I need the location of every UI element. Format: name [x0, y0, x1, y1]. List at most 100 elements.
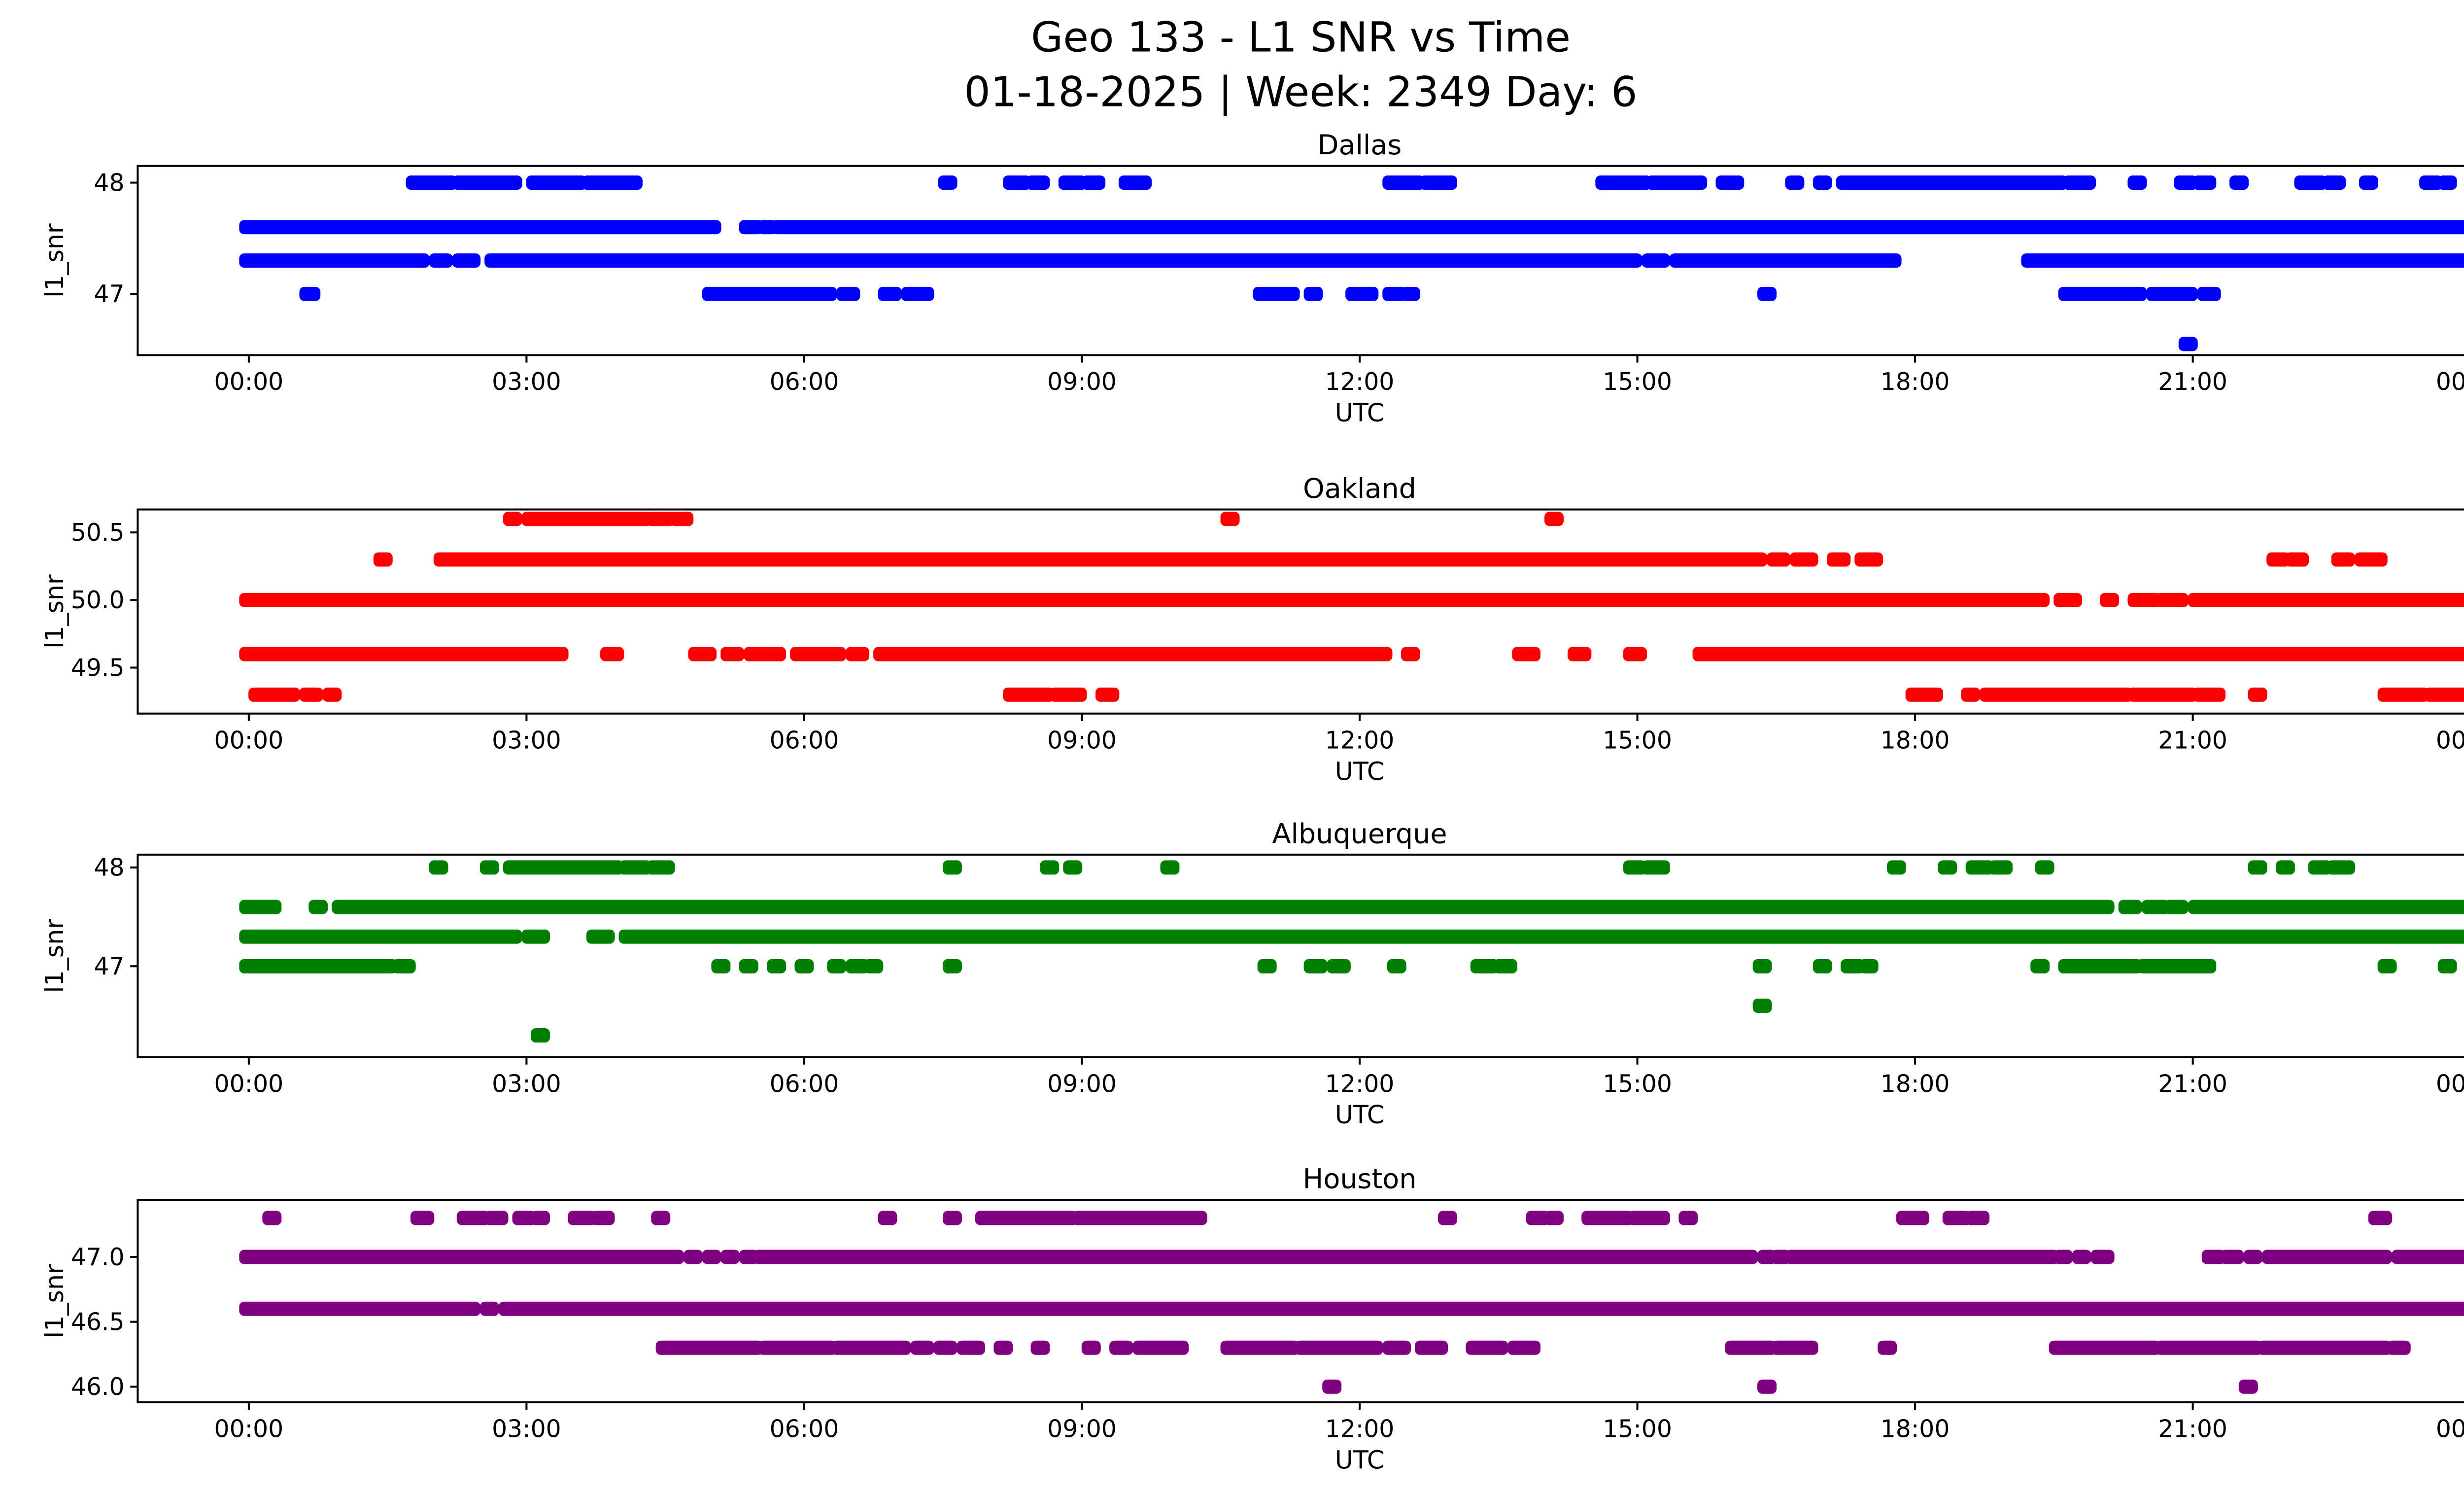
scatter-segment-albuquerque — [1257, 959, 1277, 973]
scatter-segment-dallas — [739, 220, 763, 235]
scatter-segment-oakland — [521, 512, 652, 526]
scatter-segment-oakland — [2285, 552, 2309, 567]
data-series-dallas — [239, 175, 2464, 351]
scatter-segment-albuquerque — [586, 929, 615, 944]
scatter-segment-albuquerque — [479, 860, 499, 875]
scatter-segment-houston — [651, 1211, 671, 1225]
axes-frame-houston — [137, 1199, 2464, 1403]
scatter-segment-albuquerque — [1063, 860, 1083, 875]
x-tick-label-oakland: 18:00 — [1881, 726, 1950, 754]
scatter-segment-dallas — [1757, 286, 1777, 301]
scatter-segment-oakland — [239, 647, 569, 661]
scatter-segment-houston — [1294, 1340, 1383, 1355]
scatter-segment-oakland — [1789, 552, 1818, 567]
scatter-segment-houston — [702, 1250, 721, 1264]
scatter-segment-houston — [239, 1301, 481, 1316]
scatter-segment-oakland — [2188, 592, 2464, 607]
scatter-segment-oakland — [1854, 552, 1883, 567]
x-tick-label-houston: 21:00 — [2158, 1415, 2227, 1443]
y-axis-label-houston: l1_snr — [40, 1264, 69, 1338]
scatter-segment-oakland — [720, 647, 745, 661]
x-axis-label-dallas: UTC — [1335, 398, 1384, 427]
scatter-segment-dallas — [1401, 286, 1420, 301]
x-axis-label-albuquerque: UTC — [1335, 1100, 1384, 1129]
scatter-segment-oakland — [744, 647, 787, 661]
x-tick-label-oakland: 21:00 — [2158, 726, 2227, 754]
scatter-segment-oakland — [646, 512, 675, 526]
scatter-segment-albuquerque — [521, 929, 550, 944]
scatter-segment-houston — [1109, 1340, 1133, 1355]
scatter-segment-houston — [1437, 1211, 1457, 1225]
x-tick-label-houston: 18:00 — [1881, 1415, 1950, 1443]
scatter-segment-houston — [1030, 1340, 1050, 1355]
x-tick-label-albuquerque: 03:00 — [492, 1070, 561, 1098]
scatter-segment-dallas — [938, 175, 958, 190]
scatter-segment-albuquerque — [1887, 860, 1907, 875]
scatter-segment-oakland — [2424, 687, 2464, 702]
x-tick-label-dallas: 15:00 — [1603, 368, 1672, 396]
scatter-segment-albuquerque — [332, 900, 2115, 914]
x-tick-label-oakland: 12:00 — [1325, 726, 1395, 754]
scatter-segment-houston — [479, 1301, 499, 1316]
scatter-segment-houston — [498, 1301, 2464, 1316]
scatter-segment-dallas — [2146, 286, 2198, 301]
scatter-segment-oakland — [1544, 512, 1564, 526]
x-tick-label-houston: 00:00 — [2436, 1415, 2464, 1443]
scatter-segment-dallas — [239, 253, 430, 268]
x-tick-label-oakland: 03:00 — [492, 726, 561, 754]
scatter-segment-albuquerque — [2308, 860, 2332, 875]
scatter-segment-houston — [720, 1250, 740, 1264]
scatter-segment-albuquerque — [1387, 959, 1406, 973]
scatter-segment-dallas — [901, 286, 934, 301]
scatter-segment-oakland — [1049, 687, 1087, 702]
scatter-segment-oakland — [2100, 592, 2120, 607]
y-axis-label-albuquerque: l1_snr — [40, 919, 69, 993]
subplot-title-albuquerque: Albuquerque — [1272, 818, 1447, 850]
scatter-segment-houston — [1544, 1211, 1564, 1225]
y-tick-label-dallas: 47 — [94, 280, 124, 308]
scatter-segment-houston — [2238, 1379, 2258, 1394]
y-tick-label-oakland: 49.5 — [71, 654, 125, 682]
scatter-segment-oakland — [2354, 552, 2388, 567]
scatter-segment-dallas — [1646, 175, 1708, 190]
scatter-segment-dallas — [1058, 175, 1087, 190]
scatter-segment-albuquerque — [1752, 998, 1772, 1013]
scatter-segment-dallas — [771, 220, 2464, 235]
scatter-segment-dallas — [1026, 175, 1050, 190]
scatter-segment-dallas — [1669, 253, 1902, 268]
y-axis-label-oakland: l1_snr — [40, 574, 69, 649]
scatter-segment-houston — [1132, 1340, 1189, 1355]
scatter-segment-houston — [2072, 1250, 2091, 1264]
scatter-segment-oakland — [2127, 592, 2161, 607]
scatter-segment-houston — [456, 1211, 490, 1225]
scatter-segment-albuquerque — [1470, 959, 1499, 973]
scatter-segment-dallas — [582, 175, 643, 190]
scatter-segment-oakland — [1905, 687, 1944, 702]
scatter-segment-albuquerque — [1841, 959, 1865, 973]
subplot-title-houston: Houston — [1303, 1163, 1417, 1195]
scatter-segment-albuquerque — [1040, 860, 1060, 875]
x-axis-label-houston: UTC — [1335, 1446, 1384, 1475]
scatter-segment-houston — [239, 1250, 684, 1264]
scatter-segment-albuquerque — [2118, 900, 2143, 914]
scatter-segment-albuquerque — [2141, 900, 2170, 914]
scatter-segment-houston — [1507, 1340, 1541, 1355]
scatter-segment-houston — [1771, 1340, 1818, 1355]
scatter-segment-houston — [684, 1250, 703, 1264]
scatter-segment-dallas — [1595, 175, 1652, 190]
x-tick-label-dallas: 12:00 — [1325, 368, 1395, 396]
scatter-segment-oakland — [2377, 687, 2430, 702]
x-tick-label-albuquerque: 00:00 — [214, 1070, 284, 1098]
scatter-segment-oakland — [873, 647, 1393, 661]
x-tick-label-albuquerque: 21:00 — [2158, 1070, 2227, 1098]
scatter-segment-houston — [753, 1250, 1758, 1264]
scatter-segment-oakland — [1623, 647, 1647, 661]
scatter-segment-dallas — [406, 175, 458, 190]
scatter-segment-houston — [878, 1211, 897, 1225]
y-tick-label-oakland: 50.0 — [71, 586, 125, 614]
scatter-segment-oakland — [433, 552, 1768, 567]
scatter-segment-houston — [1757, 1379, 1777, 1394]
scatter-segment-albuquerque — [942, 860, 962, 875]
scatter-segment-albuquerque — [711, 959, 731, 973]
y-axis-label-dallas: l1_snr — [40, 223, 69, 298]
